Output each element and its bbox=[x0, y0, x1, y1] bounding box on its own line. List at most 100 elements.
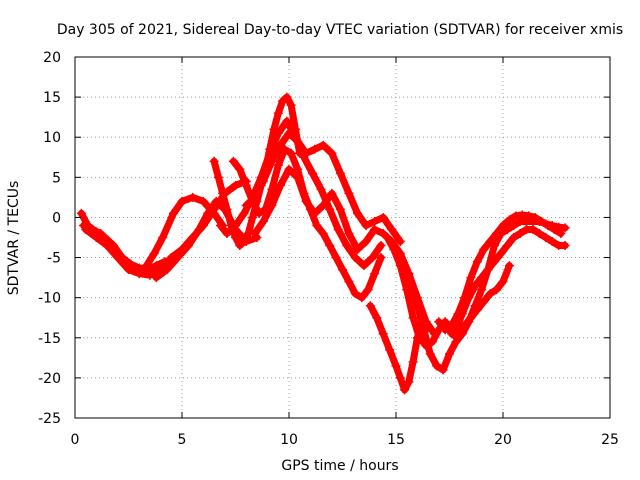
data-point-marker bbox=[408, 357, 418, 367]
data-point-marker bbox=[470, 301, 480, 311]
x-tick-label: 25 bbox=[601, 432, 619, 448]
data-point-marker bbox=[250, 192, 260, 202]
data-point-marker bbox=[419, 325, 429, 335]
data-point-marker bbox=[389, 245, 399, 255]
data-point-marker bbox=[168, 208, 178, 218]
data-point-marker bbox=[275, 140, 285, 150]
data-point-marker bbox=[282, 116, 292, 126]
data-point-marker bbox=[376, 241, 386, 251]
data-point-marker bbox=[239, 237, 249, 247]
data-point-marker bbox=[359, 261, 369, 271]
data-point-marker bbox=[162, 265, 172, 275]
data-point-marker bbox=[378, 228, 388, 238]
x-axis-label: GPS time / hours bbox=[281, 458, 398, 474]
series-arc-14 bbox=[451, 224, 570, 335]
x-tick-label: 10 bbox=[280, 432, 298, 448]
data-point-marker bbox=[258, 216, 268, 226]
y-tick-label: 15 bbox=[43, 90, 61, 106]
data-point-marker bbox=[457, 309, 467, 319]
data-point-marker bbox=[335, 168, 345, 178]
data-point-marker bbox=[198, 196, 208, 206]
data-point-marker bbox=[327, 148, 337, 158]
series-trace bbox=[80, 193, 227, 274]
data-point-marker bbox=[367, 253, 377, 263]
data-point-marker bbox=[241, 180, 251, 190]
x-tick-labels: 0 5 10 15 20 25 bbox=[71, 432, 619, 448]
data-point-marker bbox=[149, 249, 159, 259]
data-point-marker bbox=[235, 164, 245, 174]
data-point-marker bbox=[556, 228, 566, 238]
data-point-marker bbox=[425, 349, 435, 359]
data-point-marker bbox=[267, 156, 277, 166]
data-point-marker bbox=[440, 325, 450, 335]
data-point-marker bbox=[370, 216, 380, 226]
data-point-marker bbox=[451, 325, 461, 335]
data-point-marker bbox=[273, 128, 283, 138]
series-trace bbox=[229, 145, 385, 302]
series-arc-13 bbox=[434, 210, 566, 335]
series-arc-2 bbox=[79, 192, 228, 275]
data-point-marker bbox=[400, 385, 410, 395]
data-point-marker bbox=[293, 172, 303, 182]
axis-ticks bbox=[74, 56, 611, 419]
data-point-marker bbox=[310, 144, 320, 154]
data-point-marker bbox=[524, 211, 534, 221]
data-point-marker bbox=[113, 253, 123, 263]
data-point-marker bbox=[485, 237, 495, 247]
data-point-marker bbox=[464, 293, 474, 303]
data-point-marker bbox=[282, 92, 292, 102]
data-point-marker bbox=[485, 289, 495, 299]
data-point-marker bbox=[370, 269, 380, 279]
data-point-marker bbox=[483, 265, 493, 275]
data-point-marker bbox=[293, 164, 303, 174]
data-point-marker bbox=[338, 265, 347, 275]
y-axis-label: SDTVAR / TECUs bbox=[6, 181, 22, 296]
data-point-marker bbox=[211, 196, 221, 206]
data-point-marker bbox=[141, 262, 151, 272]
data-point-marker bbox=[331, 253, 341, 263]
data-point-marker bbox=[183, 241, 193, 251]
y-tick-label: 20 bbox=[43, 50, 61, 66]
data-point-marker bbox=[177, 196, 187, 206]
data-point-marker bbox=[158, 233, 168, 242]
data-point-marker bbox=[363, 285, 373, 295]
data-point-marker bbox=[286, 148, 296, 158]
data-point-marker bbox=[549, 224, 559, 234]
data-point-marker bbox=[325, 241, 335, 251]
data-point-marker bbox=[395, 373, 405, 383]
data-point-marker bbox=[344, 228, 354, 238]
data-point-marker bbox=[124, 265, 133, 275]
plot-frame bbox=[74, 56, 611, 419]
data-point-marker bbox=[560, 241, 570, 251]
y-tick-label: 10 bbox=[43, 130, 61, 146]
data-point-marker bbox=[344, 188, 354, 198]
data-series bbox=[76, 92, 570, 395]
data-point-marker bbox=[145, 270, 155, 280]
data-point-marker bbox=[301, 148, 311, 158]
data-point-marker bbox=[547, 237, 557, 247]
data-point-marker bbox=[316, 184, 326, 194]
data-point-marker bbox=[404, 377, 414, 387]
data-point-marker bbox=[102, 241, 112, 251]
data-point-marker bbox=[504, 261, 514, 271]
data-point-marker bbox=[267, 200, 277, 210]
y-tick-label: -5 bbox=[47, 251, 61, 267]
data-point-marker bbox=[376, 253, 386, 263]
data-point-marker bbox=[372, 313, 382, 323]
data-point-marker bbox=[151, 273, 161, 283]
data-point-marker bbox=[502, 241, 512, 251]
data-point-marker bbox=[273, 108, 283, 118]
data-point-marker bbox=[333, 224, 343, 234]
data-point-marker bbox=[335, 204, 345, 214]
x-tick-label: 0 bbox=[71, 432, 80, 448]
data-point-marker bbox=[391, 361, 401, 371]
data-point-marker bbox=[91, 233, 101, 242]
data-point-marker bbox=[504, 215, 514, 225]
data-point-marker bbox=[231, 233, 240, 242]
data-point-marker bbox=[250, 228, 260, 238]
data-point-marker bbox=[537, 216, 547, 226]
data-point-marker bbox=[457, 329, 467, 339]
data-point-marker bbox=[498, 220, 508, 230]
data-point-marker bbox=[370, 224, 380, 234]
data-point-marker bbox=[254, 208, 264, 218]
